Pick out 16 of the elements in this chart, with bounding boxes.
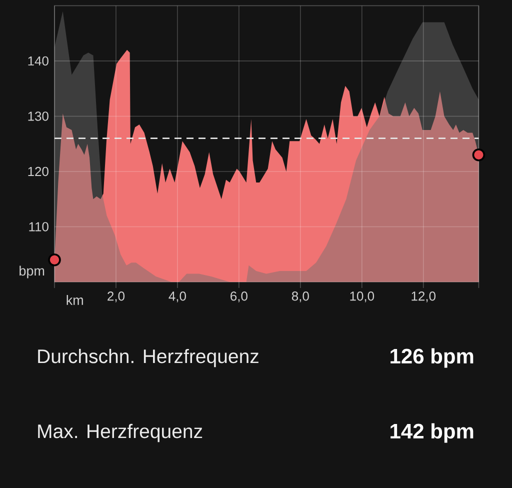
x-tick-label: 4,0 — [168, 292, 186, 302]
text: 126 bpm — [390, 348, 474, 368]
y-tick-label: 130 — [28, 112, 48, 121]
x-axis-title: km — [66, 295, 83, 305]
text: Max. Herzfrequenz — [38, 424, 202, 442]
x-tick-label: 12,0 — [412, 292, 436, 302]
y-axis-title: bpm — [20, 266, 44, 278]
x-tick-label: 10,0 — [350, 292, 374, 302]
y-tick-label: 110 — [29, 222, 48, 232]
x-tick-label: 2,0 — [108, 292, 125, 302]
text: 142 bpm — [390, 423, 474, 443]
y-tick-label: 140 — [28, 56, 48, 66]
y-tick-label: 120 — [28, 166, 48, 176]
text: Durchschn. Herzfrequenz — [38, 348, 258, 368]
x-tick-label: 8,0 — [292, 292, 309, 302]
x-tick-label: 6,0 — [230, 292, 248, 302]
